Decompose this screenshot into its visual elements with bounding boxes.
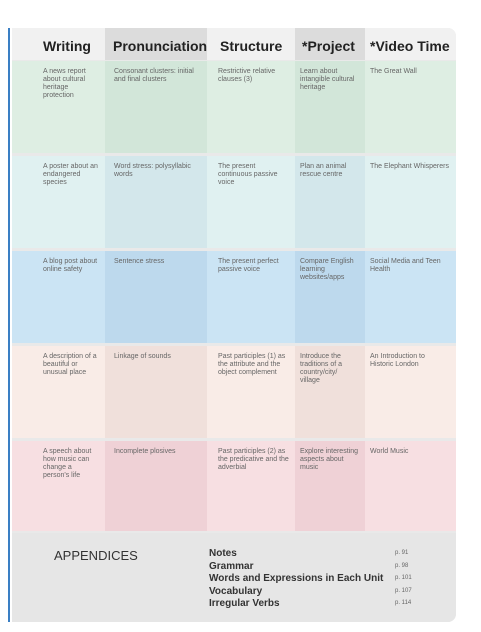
appendix-page: p. 107 <box>395 587 412 594</box>
cell <box>12 441 105 531</box>
appendix-item: Grammar <box>209 560 254 572</box>
cell <box>207 251 295 343</box>
cell <box>12 156 105 248</box>
header-bg <box>12 28 456 60</box>
column-header: Writing <box>43 38 91 54</box>
cell-text: Sentence stress <box>114 258 165 265</box>
column-header: Structure <box>220 38 283 54</box>
edge-line <box>8 28 10 622</box>
cell <box>365 441 456 531</box>
cell <box>295 441 365 531</box>
appendix-title: APPENDICES <box>54 548 138 563</box>
cell <box>12 346 105 438</box>
appendix-page: p. 98 <box>395 562 409 569</box>
cell <box>295 251 365 343</box>
cell-text: Past participles (2) as the predicative … <box>218 448 289 471</box>
cell-text: A news report about cultural heritage pr… <box>43 68 86 99</box>
cell <box>365 156 456 248</box>
cell <box>105 156 207 248</box>
cell <box>105 61 207 153</box>
cell-text: Incomplete plosives <box>114 448 176 455</box>
cell-text: Restrictive relative clauses (3) <box>218 68 276 83</box>
cell-text: A poster about an endangered species <box>43 163 98 186</box>
cell-text: The present continuous passive voice <box>218 163 278 186</box>
cell-text: World Music <box>370 448 409 455</box>
column-header: *Video Time <box>370 38 450 54</box>
cell <box>207 441 295 531</box>
cell-text: A blog post about online safety <box>43 258 98 273</box>
column-header: Pronunciation <box>113 38 208 54</box>
cell <box>365 251 456 343</box>
cell <box>207 61 295 153</box>
cell <box>105 441 207 531</box>
cell <box>295 346 365 438</box>
cell-text: The present perfect passive voice <box>218 258 279 273</box>
cell <box>207 156 295 248</box>
cell-text: A speech about how music can change a pe… <box>43 448 92 479</box>
cell-text: Social Media and Teen Health <box>370 258 441 273</box>
cell-text: Word stress: polysyllabic words <box>114 163 191 178</box>
cell-text: An Introduction to Historic London <box>370 353 425 368</box>
header-shade <box>295 28 365 60</box>
cell-text: Consonant clusters: initial and final cl… <box>114 68 194 83</box>
appendix-page: p. 101 <box>395 575 412 581</box>
cell-text: Introduce the traditions of a country/ci… <box>300 353 343 384</box>
cell-text: A description of a beautiful or unusual … <box>43 353 97 376</box>
appendix-item: Irregular Verbs <box>209 598 280 609</box>
column-header: *Project <box>302 38 355 54</box>
cell-text: Plan an animal rescue centre <box>300 163 347 178</box>
cell-text: Explore interesting aspects about music <box>300 448 358 471</box>
cell <box>12 61 105 153</box>
cell <box>105 251 207 343</box>
cell-text: The Elephant Whisperers <box>370 163 449 170</box>
appendix-item: Vocabulary <box>209 585 263 597</box>
cell-text: Learn about intangible cultural heritage <box>300 68 355 91</box>
cell <box>295 156 365 248</box>
cell-text: Linkage of sounds <box>114 353 171 360</box>
cell <box>105 346 207 438</box>
appendix-page: p. 114 <box>395 600 412 606</box>
cell <box>12 251 105 343</box>
cell-text: The Great Wall <box>370 68 417 75</box>
appendix-page: p. 91 <box>395 550 409 556</box>
cell <box>295 61 365 153</box>
cell <box>365 346 456 438</box>
cell-text: Past participles (1) as the attribute an… <box>218 353 286 376</box>
cell <box>365 61 456 153</box>
appendix-item: Notes <box>209 548 237 559</box>
header-shade <box>105 28 207 60</box>
appendix-bg <box>12 533 456 622</box>
cell <box>207 346 295 438</box>
appendix-item: Words and Expressions in Each Unit <box>209 573 384 584</box>
cell-text: Compare English learning websites/apps <box>300 258 354 281</box>
